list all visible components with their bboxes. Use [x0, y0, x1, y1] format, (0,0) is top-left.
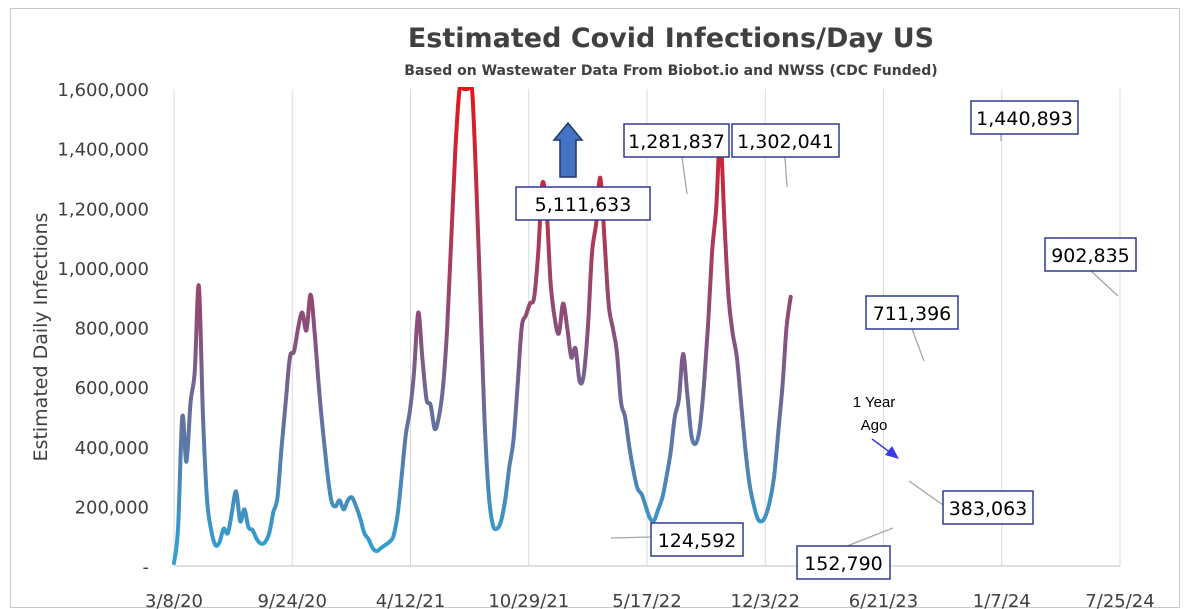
callout-leader: [784, 156, 788, 188]
grid: [173, 89, 1121, 566]
callout-leader: [610, 536, 652, 539]
y-tick-label: -: [143, 557, 150, 578]
y-axis-label: Estimated Daily Infections: [30, 213, 52, 462]
x-tick-label: 1/7/24: [973, 591, 1031, 609]
y-tick-label: 200,000: [75, 497, 149, 518]
y-tick-label: 1,600,000: [57, 80, 149, 101]
x-tick-label: 7/25/24: [1085, 591, 1154, 609]
chart-subtitle: Based on Wastewater Data From Biobot.io …: [404, 63, 937, 79]
x-tick-label: 5/17/22: [612, 591, 681, 609]
y-tick-label: 400,000: [75, 438, 149, 459]
callout-box: [515, 186, 651, 221]
callout-box: [970, 100, 1079, 135]
y-tick-label: 800,000: [75, 319, 149, 340]
callout-label: 902,835: [1051, 245, 1130, 267]
callout-leader: [681, 156, 688, 195]
note-text: 1 Year: [853, 394, 896, 411]
series-line-group: [172, 87, 793, 565]
x-tick-label: 3/8/20: [145, 591, 203, 609]
callout-leader: [846, 527, 894, 547]
chart-frame: Estimated Covid Infections/Day US Based …: [10, 8, 1180, 609]
callout-box: [942, 490, 1034, 525]
callout-box: [650, 522, 744, 557]
callout-leader: [911, 328, 925, 362]
callout-label: 1,281,837: [628, 131, 725, 153]
callout-label: 1,302,041: [737, 131, 834, 153]
y-axis-ticks: - 200,000 400,000 600,000 800,000 1,000,000 1,…: [57, 80, 149, 578]
callout-box: [1044, 237, 1137, 272]
callout-box: [796, 545, 891, 580]
x-tick-label: 12/3/22: [731, 591, 800, 609]
callout-label: 152,790: [804, 553, 883, 575]
y-tick-label: 1,000,000: [57, 259, 149, 280]
y-tick-label: 600,000: [75, 378, 149, 399]
callout-label: 1,440,893: [976, 108, 1073, 130]
x-tick-label: 6/21/23: [849, 591, 918, 609]
y-tick-label: 1,200,000: [57, 199, 149, 220]
callout-label: 124,592: [658, 530, 737, 552]
x-tick-label: 10/29/21: [488, 591, 569, 609]
callout-leader: [1090, 270, 1119, 297]
series-line: [172, 87, 793, 565]
callout-box: [731, 123, 840, 158]
annotations: 5,111,633 124,592 1,281,837 1,302,041 152,79…: [515, 100, 1137, 580]
chart-title: Estimated Covid Infections/Day US: [408, 23, 934, 54]
callout-label: 711,396: [873, 303, 952, 325]
x-axis-ticks: 3/8/20 9/24/20 4/12/21 10/29/21 5/17/22 12/3/…: [145, 591, 1155, 609]
note-text: Ago: [861, 417, 888, 434]
note-arrow-shaft: [871, 438, 892, 454]
up-arrow: [552, 121, 584, 178]
callout-box: [623, 123, 730, 158]
chart: Estimated Covid Infections/Day US Based …: [30, 23, 1155, 609]
x-tick-label: 4/12/21: [376, 591, 445, 609]
callout-label: 5,111,633: [535, 194, 632, 216]
callout-box: [865, 295, 959, 330]
callout-label: 383,063: [949, 498, 1028, 520]
y-tick-label: 1,400,000: [57, 140, 149, 161]
x-tick-label: 9/24/20: [258, 591, 327, 609]
callout-leader: [908, 480, 944, 506]
note-arrow-head: [885, 446, 899, 459]
